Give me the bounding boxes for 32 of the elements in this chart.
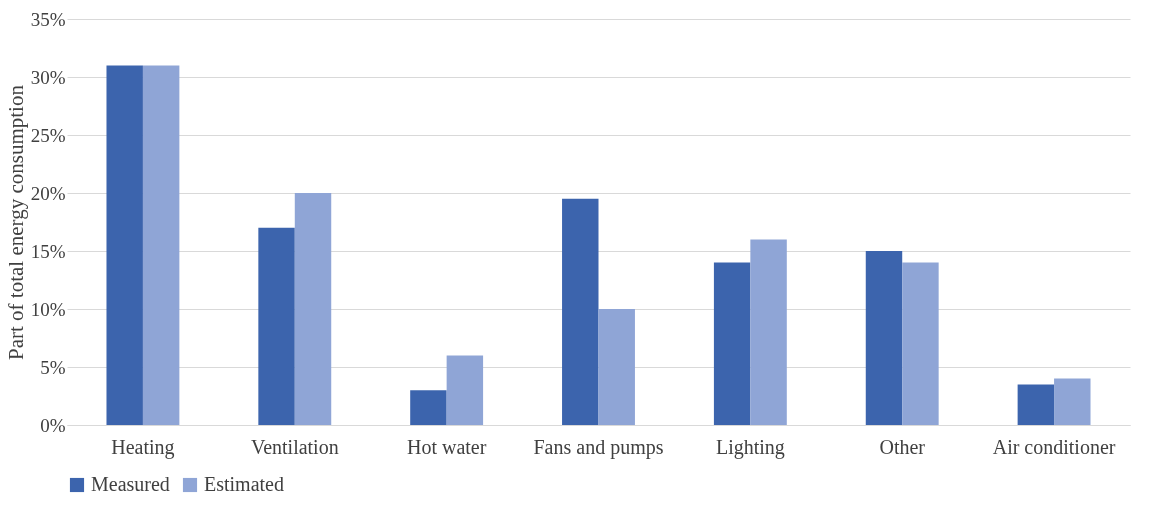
legend-label: Measured — [91, 473, 170, 495]
y-tick-label: 35% — [30, 8, 66, 30]
bar — [750, 239, 787, 425]
x-tick-label: Lighting — [715, 435, 785, 459]
y-tick-label: 5% — [40, 356, 66, 378]
bar — [1017, 384, 1055, 425]
bar — [410, 390, 447, 425]
bar — [258, 227, 295, 425]
x-tick-label: Fans and pumps — [533, 435, 664, 459]
x-tick-label: Air conditioner — [992, 435, 1116, 458]
y-tick-label: 30% — [30, 66, 66, 88]
bar — [902, 262, 939, 425]
bar — [294, 193, 332, 425]
bar — [1054, 378, 1091, 425]
bar — [142, 65, 180, 425]
y-tick-label: 0% — [40, 414, 66, 436]
y-tick-label: 20% — [30, 182, 66, 204]
x-tick-label: Heating — [111, 435, 175, 459]
x-tick-label: Other — [879, 435, 926, 458]
bar — [562, 198, 599, 425]
bar — [713, 262, 751, 425]
y-tick-label: 15% — [30, 240, 66, 262]
x-tick-label: Hot water — [406, 435, 487, 458]
y-tick-label: 10% — [30, 298, 66, 320]
bar — [446, 355, 484, 425]
x-tick-label: Ventilation — [250, 435, 339, 458]
y-axis-title: Part of total energy consumption — [3, 84, 28, 360]
y-tick-label: 25% — [30, 124, 66, 146]
bar — [865, 251, 903, 425]
bar — [598, 309, 635, 425]
bar — [106, 65, 143, 425]
legend-label: Estimated — [204, 473, 284, 495]
